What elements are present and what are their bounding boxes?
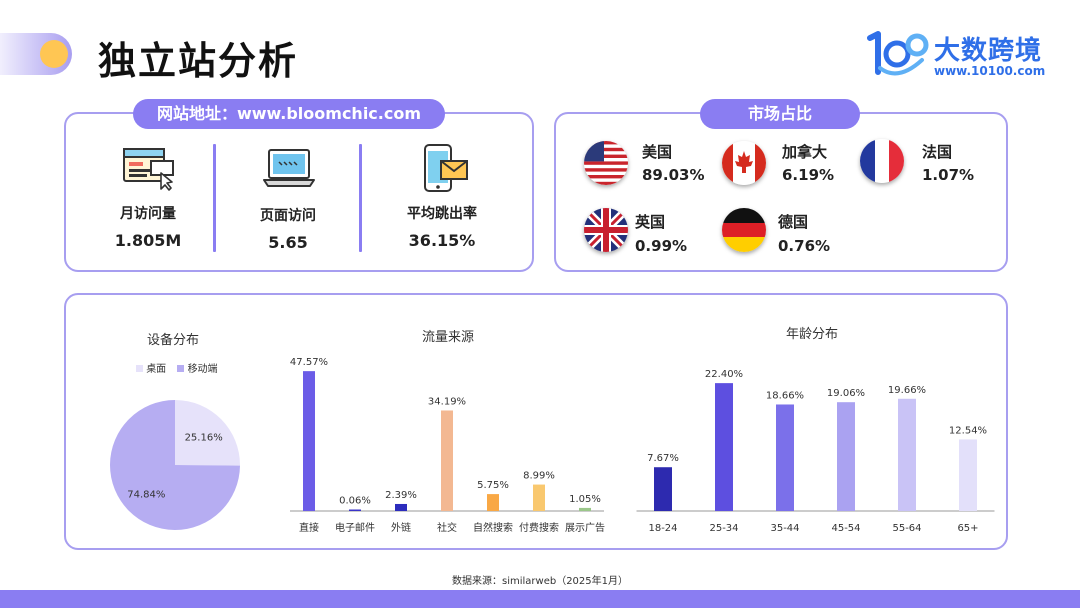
traffic-source-chart: 47.57% 直接 0.06% 电子邮件 2.39% 外链 34.19% 社交 5.75% 自然搜… bbox=[290, 357, 605, 534]
bar bbox=[837, 402, 855, 511]
logo-mark-icon bbox=[867, 31, 929, 76]
bar bbox=[395, 503, 407, 511]
device-legend: 桌面 移动端 bbox=[136, 360, 218, 375]
country-share: 0.76% bbox=[778, 237, 831, 255]
uk-flag-icon bbox=[584, 208, 628, 252]
bar-value-label: 7.67% bbox=[647, 453, 679, 464]
bar bbox=[715, 383, 733, 511]
market-share-card bbox=[554, 112, 1008, 272]
canada-flag-icon bbox=[722, 141, 766, 185]
market-share-pill: 市场占比 bbox=[700, 99, 860, 129]
title-accent-dot bbox=[40, 40, 68, 68]
country-share: 0.99% bbox=[635, 237, 688, 255]
site-address-pill: 网站地址：www.bloomchic.com bbox=[133, 99, 445, 129]
metric-value: 36.15% bbox=[408, 231, 476, 250]
brand-logo: 大数跨境 www.10100.com bbox=[864, 30, 1054, 80]
legend-label: 桌面 bbox=[146, 364, 167, 375]
metric-label: 页面访问 bbox=[260, 208, 316, 224]
bar-value-label: 19.66% bbox=[888, 385, 926, 396]
age-distribution-chart: 7.67% 18-24 22.40% 25-34 18.66% 35-44 19.06% 45… bbox=[636, 369, 995, 534]
pie-label: 74.84% bbox=[127, 489, 165, 500]
category-label: 外链 bbox=[391, 521, 411, 534]
pie-slice bbox=[110, 400, 240, 530]
bar bbox=[533, 484, 545, 511]
bar-value-label: 22.40% bbox=[705, 369, 743, 380]
country-name: 德国 bbox=[778, 213, 809, 231]
device-chart-title: 设备分布 bbox=[146, 333, 199, 348]
bar bbox=[579, 507, 591, 511]
site-metrics-card bbox=[64, 112, 534, 272]
category-label: 25-34 bbox=[709, 523, 738, 534]
category-label: 45-54 bbox=[831, 523, 860, 534]
bar-value-label: 1.05% bbox=[569, 494, 601, 505]
bar bbox=[303, 371, 315, 511]
bar-value-label: 0.06% bbox=[339, 496, 371, 507]
legend-swatch bbox=[136, 365, 143, 372]
category-label: 付费搜索 bbox=[519, 521, 559, 534]
germany-flag-icon bbox=[722, 208, 766, 252]
country-name: 法国 bbox=[922, 143, 953, 161]
logo-url: www.10100.com bbox=[934, 64, 1046, 78]
bar-value-label: 5.75% bbox=[477, 480, 509, 491]
bar-value-label: 34.19% bbox=[428, 396, 466, 407]
metric-divider bbox=[359, 144, 362, 252]
age-chart-title: 年龄分布 bbox=[785, 327, 838, 342]
category-label: 社交 bbox=[437, 521, 457, 534]
traffic-chart-title: 流量来源 bbox=[421, 330, 474, 345]
country-share: 89.03% bbox=[642, 166, 705, 184]
browser-window-icon bbox=[123, 148, 174, 191]
bar-value-label: 47.57% bbox=[290, 357, 328, 368]
bar bbox=[776, 404, 794, 511]
category-label: 18-24 bbox=[648, 523, 677, 534]
logo-name: 大数跨境 bbox=[934, 36, 1043, 66]
category-label: 65+ bbox=[957, 523, 978, 534]
country-name: 英国 bbox=[635, 213, 666, 231]
category-label: 55-64 bbox=[892, 523, 921, 534]
bar bbox=[349, 509, 361, 511]
category-label: 自然搜索 bbox=[473, 521, 513, 534]
bar bbox=[487, 494, 499, 511]
category-label: 直接 bbox=[299, 521, 319, 534]
bar bbox=[441, 410, 453, 511]
category-label: 35-44 bbox=[770, 523, 799, 534]
pie-label: 25.16% bbox=[185, 433, 223, 444]
metric-value: 1.805M bbox=[114, 231, 182, 250]
bar-value-label: 18.66% bbox=[766, 390, 804, 401]
country-name: 加拿大 bbox=[782, 143, 828, 161]
legend-label: 移动端 bbox=[187, 364, 218, 375]
bar bbox=[654, 467, 672, 511]
category-label: 电子邮件 bbox=[335, 521, 375, 534]
phone-mail-icon bbox=[424, 144, 468, 192]
bar-value-label: 12.54% bbox=[949, 425, 987, 436]
metric-label: 平均跳出率 bbox=[407, 206, 477, 222]
data-source-note: 数据来源：similarweb（2025年1月） bbox=[451, 576, 628, 587]
bar bbox=[898, 398, 916, 511]
country-name: 美国 bbox=[642, 143, 673, 161]
us-flag-icon bbox=[584, 141, 628, 185]
legend-swatch bbox=[177, 365, 185, 372]
bar-value-label: 19.06% bbox=[827, 388, 865, 399]
category-label: 展示广告 bbox=[565, 521, 605, 534]
bar-value-label: 8.99% bbox=[523, 471, 555, 482]
device-pie-chart: 25.16% 74.84% bbox=[110, 400, 240, 530]
france-flag-icon bbox=[860, 139, 904, 183]
metric-label: 月访问量 bbox=[120, 206, 176, 222]
bar bbox=[959, 439, 977, 511]
metric-divider bbox=[213, 144, 216, 252]
laptop-icon bbox=[263, 149, 315, 187]
country-share: 1.07% bbox=[922, 166, 975, 184]
bottom-accent-band bbox=[0, 590, 1080, 608]
pie-slice bbox=[175, 400, 240, 466]
bar-value-label: 2.39% bbox=[385, 490, 417, 501]
page-title: 独立站分析 bbox=[98, 39, 299, 83]
country-share: 6.19% bbox=[782, 166, 835, 184]
metric-value: 5.65 bbox=[268, 233, 308, 252]
